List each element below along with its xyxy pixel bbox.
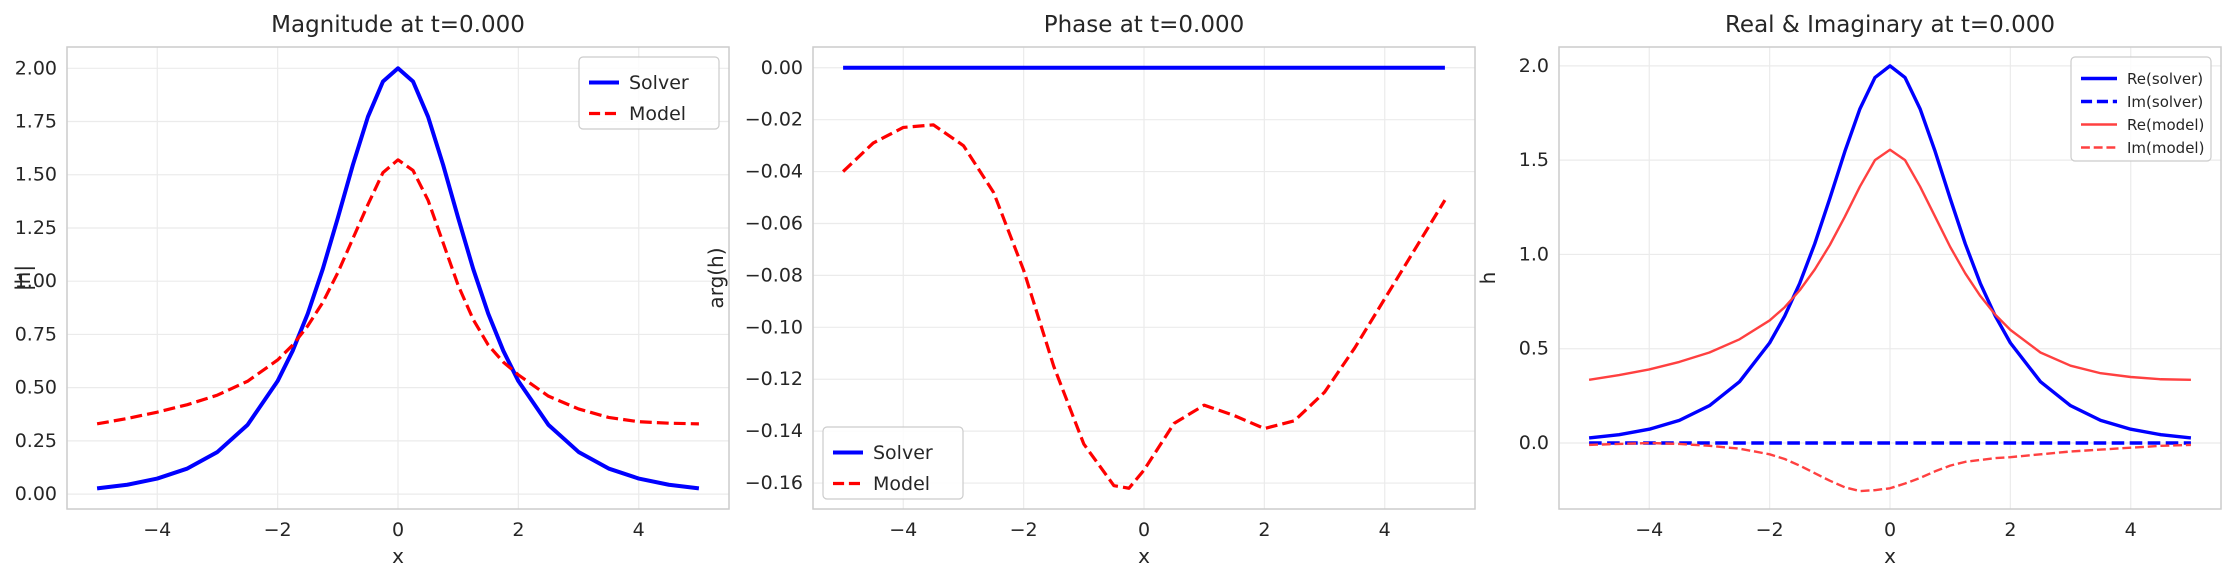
y-tick-label: 1.50 (15, 164, 57, 186)
chart-title: Real & Imaginary at t=0.000 (1725, 12, 2055, 38)
x-tick-label: −4 (1635, 519, 1663, 541)
x-tick-label: −2 (264, 519, 292, 541)
y-tick-label: 0.00 (15, 483, 57, 505)
legend-label: Im(solver) (2127, 93, 2203, 111)
y-tick-label: 0.5 (1519, 338, 1549, 360)
y-tick-label: 1.00 (15, 270, 57, 292)
x-tick-label: 0 (392, 519, 404, 541)
y-tick-label: 1.25 (15, 217, 57, 239)
x-tick-label: 2 (1258, 519, 1270, 541)
x-axis-label: x (1884, 544, 1896, 568)
y-tick-label: −0.16 (745, 472, 803, 494)
y-tick-label: −0.08 (745, 264, 803, 286)
y-tick-label: −0.10 (745, 316, 803, 338)
x-tick-label: 0 (1884, 519, 1896, 541)
plot-frame (812, 46, 1476, 510)
chart-title: Magnitude at t=0.000 (271, 12, 525, 38)
plot-frame (1558, 46, 2222, 510)
y-tick-label: 1.75 (15, 111, 57, 133)
series-line-solver (96, 66, 700, 491)
x-tick-label: −2 (1756, 519, 1784, 541)
y-tick-label: 2.0 (1519, 55, 1549, 77)
x-tick-label: 0 (1138, 519, 1150, 541)
y-tick-label: 1.5 (1519, 149, 1549, 171)
legend-label: Model (629, 103, 686, 125)
chart-panel-3: −4 −2 0 2 4 0.0 0.5 1.0 1.5 2.0 x h Real & Imaginary… (1476, 12, 2222, 568)
y-axis-label: |h| (11, 265, 35, 291)
x-axis-label: x (392, 544, 404, 568)
chart-panel-2: −4 −2 0 2 4 0.00 −0.02 −0.04 −0.06 −0.08 −0.10 −0.1… (704, 12, 1476, 568)
y-tick-label: 2.00 (15, 57, 57, 79)
y-tick-label: −0.12 (745, 368, 803, 390)
x-tick-label: 2 (512, 519, 524, 541)
y-tick-label: 0.00 (761, 57, 803, 79)
series-line-re-model (1588, 148, 2191, 382)
y-axis-label: arg(h) (704, 247, 728, 308)
y-tick-label: 0.75 (15, 323, 57, 345)
series-line-im-model (1589, 441, 2191, 493)
legend-label: Re(solver) (2127, 70, 2203, 88)
y-tick-label: 0.0 (1519, 432, 1549, 454)
legend-label: Re(model) (2127, 116, 2204, 134)
chart-panel-1: −4 −2 0 2 4 0.00 0.25 0.50 0.75 1.00 1.25 1.50 1.75 2… (11, 12, 730, 568)
legend-box (578, 56, 720, 130)
legend-label: Im(model) (2127, 139, 2204, 157)
series-line-model (841, 123, 1447, 490)
x-tick-label: 4 (2125, 519, 2137, 541)
x-axis-label: x (1138, 544, 1150, 568)
y-tick-label: −0.14 (745, 420, 803, 442)
legend-label: Solver (629, 72, 689, 94)
legend: Re(solver) Im(solver) Re(model) Im(model) (2070, 56, 2212, 162)
x-tick-label: −4 (889, 519, 917, 541)
x-tick-label: 4 (633, 519, 645, 541)
legend-label: Model (873, 473, 930, 495)
y-tick-label: 0.50 (15, 377, 57, 399)
legend: Solver Model (822, 426, 964, 500)
chart-title: Phase at t=0.000 (1044, 12, 1245, 38)
legend-box (2070, 56, 2212, 162)
legend-label: Solver (873, 442, 933, 464)
legend: Solver Model (578, 56, 720, 130)
x-tick-label: −2 (1010, 519, 1038, 541)
y-tick-label: −0.06 (745, 212, 803, 234)
legend-box (822, 426, 964, 500)
x-tick-label: 4 (1379, 519, 1391, 541)
y-axis-label: h (1476, 272, 1500, 285)
x-tick-label: 2 (2004, 519, 2016, 541)
y-tick-label: 1.0 (1519, 243, 1549, 265)
series-line-model (96, 158, 699, 426)
plot-frame (66, 46, 730, 510)
x-tick-label: −4 (143, 519, 171, 541)
y-tick-label: −0.02 (745, 109, 803, 131)
y-tick-label: 0.25 (15, 430, 57, 452)
y-tick-label: −0.04 (745, 161, 803, 183)
series-line-re-solver (1588, 64, 2192, 440)
